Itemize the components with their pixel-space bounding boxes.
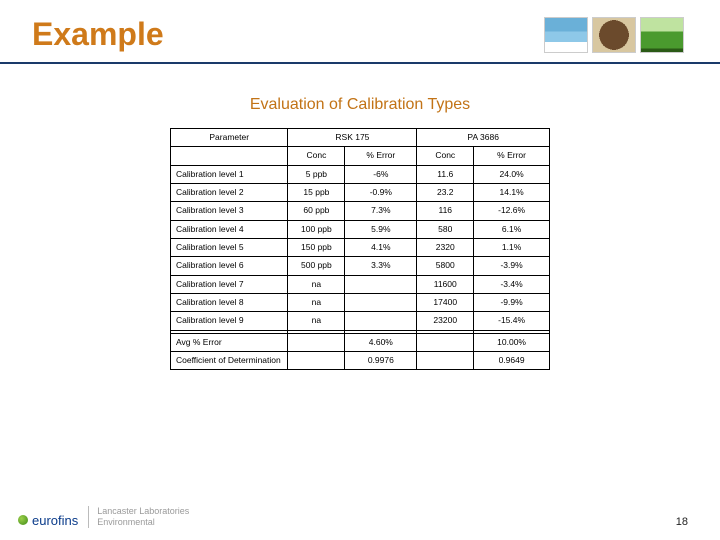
cell-err2: -3.4% xyxy=(474,275,550,293)
cell-err1: 7.3% xyxy=(345,202,417,220)
table-row: Calibration level 5150 ppb4.1%23201.1% xyxy=(171,239,550,257)
cell-err2: 6.1% xyxy=(474,220,550,238)
cell-conc1: 5 ppb xyxy=(288,165,345,183)
cell-err2: -9.9% xyxy=(474,294,550,312)
cell-param: Calibration level 5 xyxy=(171,239,288,257)
cell-err1: 0.9976 xyxy=(345,352,417,370)
cell-conc2: 11600 xyxy=(417,275,474,293)
cell-err2: 14.1% xyxy=(474,184,550,202)
cell-conc2: 2320 xyxy=(417,239,474,257)
subtitle: Evaluation of Calibration Types xyxy=(0,96,720,114)
table-row: Calibration level 6500 ppb3.3%5800-3.9% xyxy=(171,257,550,275)
summary-row: Coefficient of Determination 0.9976 0.96… xyxy=(171,352,550,370)
cell-err1 xyxy=(345,275,417,293)
cell-param: Avg % Error xyxy=(171,333,288,351)
cell-err2: 1.1% xyxy=(474,239,550,257)
cell-err1: 3.3% xyxy=(345,257,417,275)
table-header-sub: Conc % Error Conc % Error xyxy=(171,147,550,165)
cell-err2: 0.9649 xyxy=(474,352,550,370)
logo-text: eurofins xyxy=(32,513,78,528)
page-title: Example xyxy=(32,16,164,53)
cell-err1: 4.60% xyxy=(345,333,417,351)
title-bar: Example xyxy=(32,16,684,53)
cell-err2: -3.9% xyxy=(474,257,550,275)
cell-blank xyxy=(417,352,474,370)
decorative-image-grass-icon xyxy=(640,17,684,53)
cell-param: Calibration level 8 xyxy=(171,294,288,312)
cell-param: Calibration level 9 xyxy=(171,312,288,330)
cell-conc1: 500 ppb xyxy=(288,257,345,275)
header-err2: % Error xyxy=(474,147,550,165)
header-conc1: Conc xyxy=(288,147,345,165)
cell-conc2: 17400 xyxy=(417,294,474,312)
table-row: Calibration level 9na 23200-15.4% xyxy=(171,312,550,330)
cell-param: Calibration level 7 xyxy=(171,275,288,293)
decorative-image-soil-icon xyxy=(592,17,636,53)
table: Parameter RSK 175 PA 3686 Conc % Error C… xyxy=(170,128,550,370)
cell-err1 xyxy=(345,294,417,312)
cell-param: Calibration level 4 xyxy=(171,220,288,238)
cell-conc2: 116 xyxy=(417,202,474,220)
page-number: 18 xyxy=(676,516,688,528)
table-row: Calibration level 7na 11600-3.4% xyxy=(171,275,550,293)
header-blank xyxy=(171,147,288,165)
cell-err2: -12.6% xyxy=(474,202,550,220)
sub-logo: Lancaster Laboratories Environmental xyxy=(88,506,189,528)
header-pa: PA 3686 xyxy=(417,129,550,147)
cell-conc1: 60 ppb xyxy=(288,202,345,220)
horizontal-rule xyxy=(0,62,720,64)
eurofins-logo: eurofins xyxy=(32,513,78,528)
cell-err1: -0.9% xyxy=(345,184,417,202)
cell-conc2: 5800 xyxy=(417,257,474,275)
cell-param: Calibration level 2 xyxy=(171,184,288,202)
cell-conc1: na xyxy=(288,294,345,312)
globe-icon xyxy=(18,515,28,525)
table-row: Calibration level 4100 ppb5.9%5806.1% xyxy=(171,220,550,238)
sub-logo-line1: Lancaster Laboratories xyxy=(97,506,189,516)
cell-param: Calibration level 1 xyxy=(171,165,288,183)
cell-err1: 5.9% xyxy=(345,220,417,238)
cell-param: Coefficient of Determination xyxy=(171,352,288,370)
cell-blank xyxy=(417,333,474,351)
cell-err1: -6% xyxy=(345,165,417,183)
header-err1: % Error xyxy=(345,147,417,165)
corner-images xyxy=(544,17,684,53)
header-conc2: Conc xyxy=(417,147,474,165)
slide: Example Evaluation of Calibration Types … xyxy=(0,0,720,540)
header-parameter: Parameter xyxy=(171,129,288,147)
cell-err2: 24.0% xyxy=(474,165,550,183)
cell-conc2: 580 xyxy=(417,220,474,238)
cell-blank xyxy=(288,333,345,351)
header-rsk: RSK 175 xyxy=(288,129,417,147)
cell-err1 xyxy=(345,312,417,330)
table-row: Calibration level 360 ppb7.3%116-12.6% xyxy=(171,202,550,220)
cell-param: Calibration level 6 xyxy=(171,257,288,275)
cell-conc1: 150 ppb xyxy=(288,239,345,257)
cell-conc1: 100 ppb xyxy=(288,220,345,238)
cell-conc2: 23200 xyxy=(417,312,474,330)
calibration-table: Parameter RSK 175 PA 3686 Conc % Error C… xyxy=(170,128,550,370)
summary-row: Avg % Error 4.60% 10.00% xyxy=(171,333,550,351)
cell-err2: -15.4% xyxy=(474,312,550,330)
sub-logo-line2: Environmental xyxy=(97,517,155,527)
cell-err1: 4.1% xyxy=(345,239,417,257)
cell-conc1: na xyxy=(288,312,345,330)
table-row: Calibration level 215 ppb-0.9%23.214.1% xyxy=(171,184,550,202)
cell-conc1: 15 ppb xyxy=(288,184,345,202)
cell-conc2: 23.2 xyxy=(417,184,474,202)
cell-blank xyxy=(288,352,345,370)
cell-conc2: 11.6 xyxy=(417,165,474,183)
decorative-image-water-icon xyxy=(544,17,588,53)
table-row: Calibration level 15 ppb-6%11.624.0% xyxy=(171,165,550,183)
logo-block: eurofins Lancaster Laboratories Environm… xyxy=(32,506,189,528)
cell-conc1: na xyxy=(288,275,345,293)
table-header-top: Parameter RSK 175 PA 3686 xyxy=(171,129,550,147)
cell-err2: 10.00% xyxy=(474,333,550,351)
table-row: Calibration level 8na 17400-9.9% xyxy=(171,294,550,312)
cell-param: Calibration level 3 xyxy=(171,202,288,220)
footer: eurofins Lancaster Laboratories Environm… xyxy=(32,506,688,528)
